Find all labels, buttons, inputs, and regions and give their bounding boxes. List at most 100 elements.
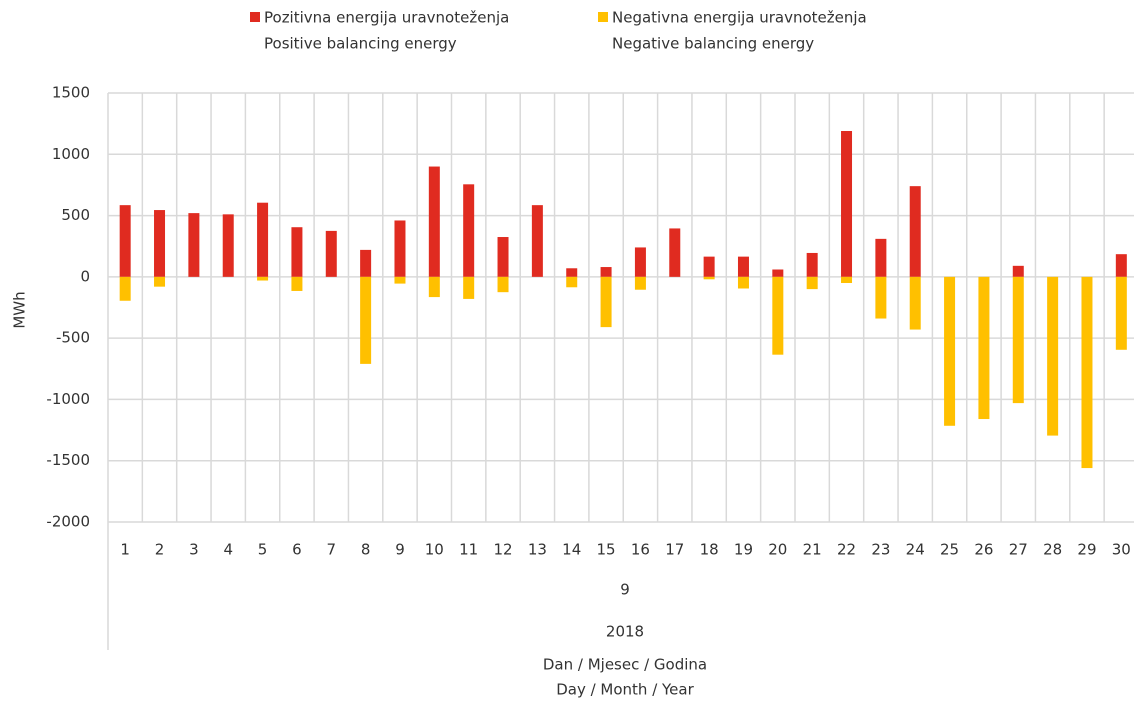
bar [875,276,887,319]
bar [497,276,509,293]
bar [154,276,166,287]
bar [257,276,269,281]
bar [394,220,406,277]
x-tick-label: 19 [734,541,753,559]
bar [875,238,887,277]
y-tick-label: 1000 [52,145,90,163]
x-tick-label: 10 [425,541,444,559]
bar [909,186,921,277]
x-tick-label: 16 [631,541,650,559]
bar [841,276,853,283]
x-tick-label: 7 [327,541,337,559]
bar [806,276,818,290]
y-tick-label: 1500 [52,84,90,102]
x-axis-title: Day / Month / Year [556,681,694,699]
x-tick-label: 29 [1077,541,1096,559]
bar [634,276,646,290]
x-tick-label: 15 [597,541,616,559]
x-tick-label: 17 [665,541,684,559]
legend-label: Positive balancing energy [264,35,457,53]
x-tick-label: 11 [459,541,478,559]
bar [360,276,372,364]
bar [531,205,543,277]
bar [360,249,372,277]
bar [909,276,921,330]
y-axis-title: MWh [11,291,29,328]
month-label: 9 [620,581,630,599]
legend-label: Pozitivna energija uravnoteženja [264,9,509,27]
x-tick-label: 12 [493,541,512,559]
x-tick-label: 14 [562,541,581,559]
x-tick-label: 21 [803,541,822,559]
bar [463,184,475,277]
x-tick-label: 2 [155,541,165,559]
x-tick-label: 9 [395,541,405,559]
bar [772,269,784,277]
x-tick-label: 20 [768,541,787,559]
bar [222,214,234,277]
bar [669,228,681,277]
legend-label: Negativna energija uravnoteženja [612,9,867,27]
bar [737,276,749,289]
bar [600,267,612,277]
bar [428,166,440,277]
bar [119,205,131,277]
x-tick-label: 13 [528,541,547,559]
bar [394,276,406,284]
legend-swatch [250,12,260,22]
bar [291,227,303,277]
y-tick-label: -500 [56,329,90,347]
x-tick-label: 30 [1112,541,1131,559]
legend-swatch [598,12,608,22]
bar [291,276,303,291]
bar [566,276,578,288]
x-tick-label: 22 [837,541,856,559]
bar [806,252,818,277]
x-tick-label: 3 [189,541,199,559]
x-tick-label: 28 [1043,541,1062,559]
bar [737,256,749,277]
y-tick-label: 0 [80,267,90,285]
bar [463,276,475,299]
y-tick-label: 500 [61,206,90,224]
x-tick-label: 5 [258,541,268,559]
y-tick-label: -1500 [46,451,90,469]
bar [841,130,853,277]
bar [600,276,612,328]
bar [188,213,200,277]
x-tick-label: 24 [906,541,925,559]
bar [703,256,715,277]
y-tick-label: -2000 [46,513,90,531]
x-tick-label: 1 [120,541,130,559]
bar [1115,254,1127,277]
bar [257,202,269,277]
bar [1115,276,1127,350]
x-tick-label: 23 [871,541,890,559]
x-tick-label: 8 [361,541,371,559]
bar [634,247,646,277]
y-tick-label: -1000 [46,390,90,408]
bar [772,276,784,355]
bar [497,237,509,277]
bar [566,268,578,277]
x-tick-label: 18 [700,541,719,559]
bar [154,210,166,277]
x-tick-label: 6 [292,541,302,559]
x-tick-label: 27 [1009,541,1028,559]
x-axis-title: Dan / Mjesec / Godina [543,656,707,674]
year-label: 2018 [606,623,644,641]
bar [1012,276,1024,404]
bar [119,276,131,301]
bar [1012,265,1024,277]
bar [428,276,440,298]
bar [325,230,337,277]
bar [944,276,956,426]
x-tick-label: 26 [974,541,993,559]
legend-label: Negative balancing energy [612,35,814,53]
bar [1047,276,1059,436]
bar [978,276,990,420]
x-tick-label: 4 [223,541,233,559]
x-tick-label: 25 [940,541,959,559]
bar [1081,276,1093,469]
